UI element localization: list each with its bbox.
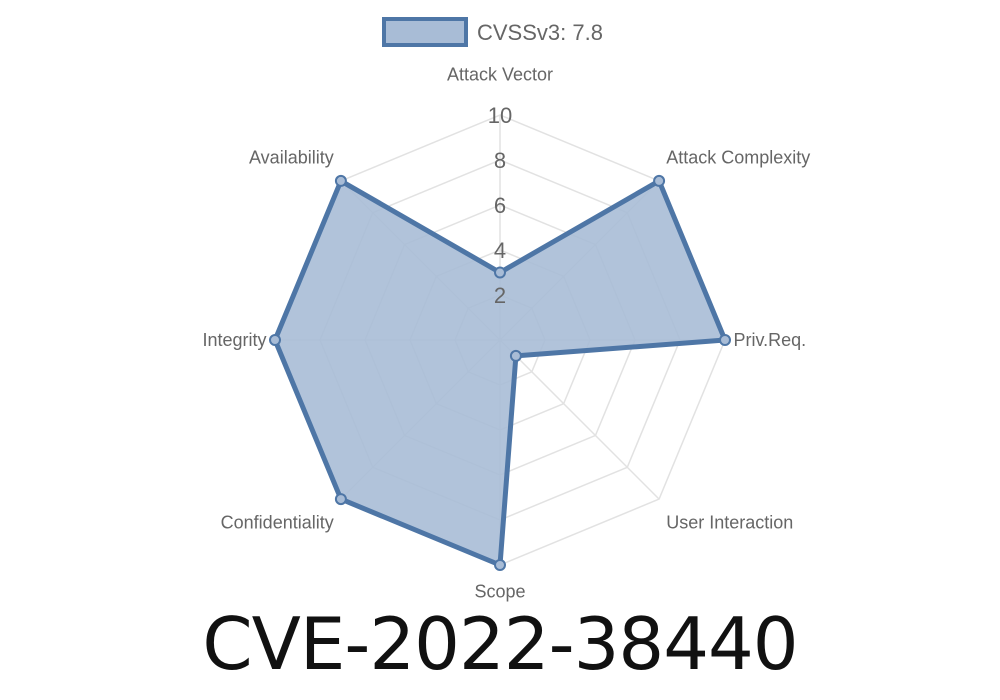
tick-label: 8 (494, 148, 506, 173)
axis-label: Confidentiality (221, 512, 334, 532)
data-point (653, 174, 666, 187)
tick-label: 4 (494, 238, 506, 263)
axis-label: Attack Vector (447, 65, 553, 85)
grid-spoke (499, 339, 660, 500)
tick-label: 6 (494, 193, 506, 218)
axis-label: Priv.Req. (734, 330, 807, 350)
axis-label: Attack Complexity (666, 148, 810, 168)
data-point (494, 266, 506, 279)
cve-title: CVE-2022-38440 (202, 602, 798, 686)
axis-label: Scope (474, 582, 525, 602)
axis-label: Availability (249, 148, 334, 168)
tick-label: 2 (494, 283, 506, 308)
tick-label: 10 (488, 103, 512, 128)
axis-label: Integrity (202, 330, 266, 350)
data-point (334, 493, 347, 506)
data-point (509, 349, 522, 362)
data-point (334, 174, 347, 187)
data-point (494, 559, 506, 571)
legend-label: CVSSv3: 7.8 (477, 20, 603, 45)
legend-swatch (382, 17, 468, 47)
data-point (719, 334, 731, 346)
axis-label: User Interaction (666, 512, 793, 532)
data-point (269, 334, 281, 346)
